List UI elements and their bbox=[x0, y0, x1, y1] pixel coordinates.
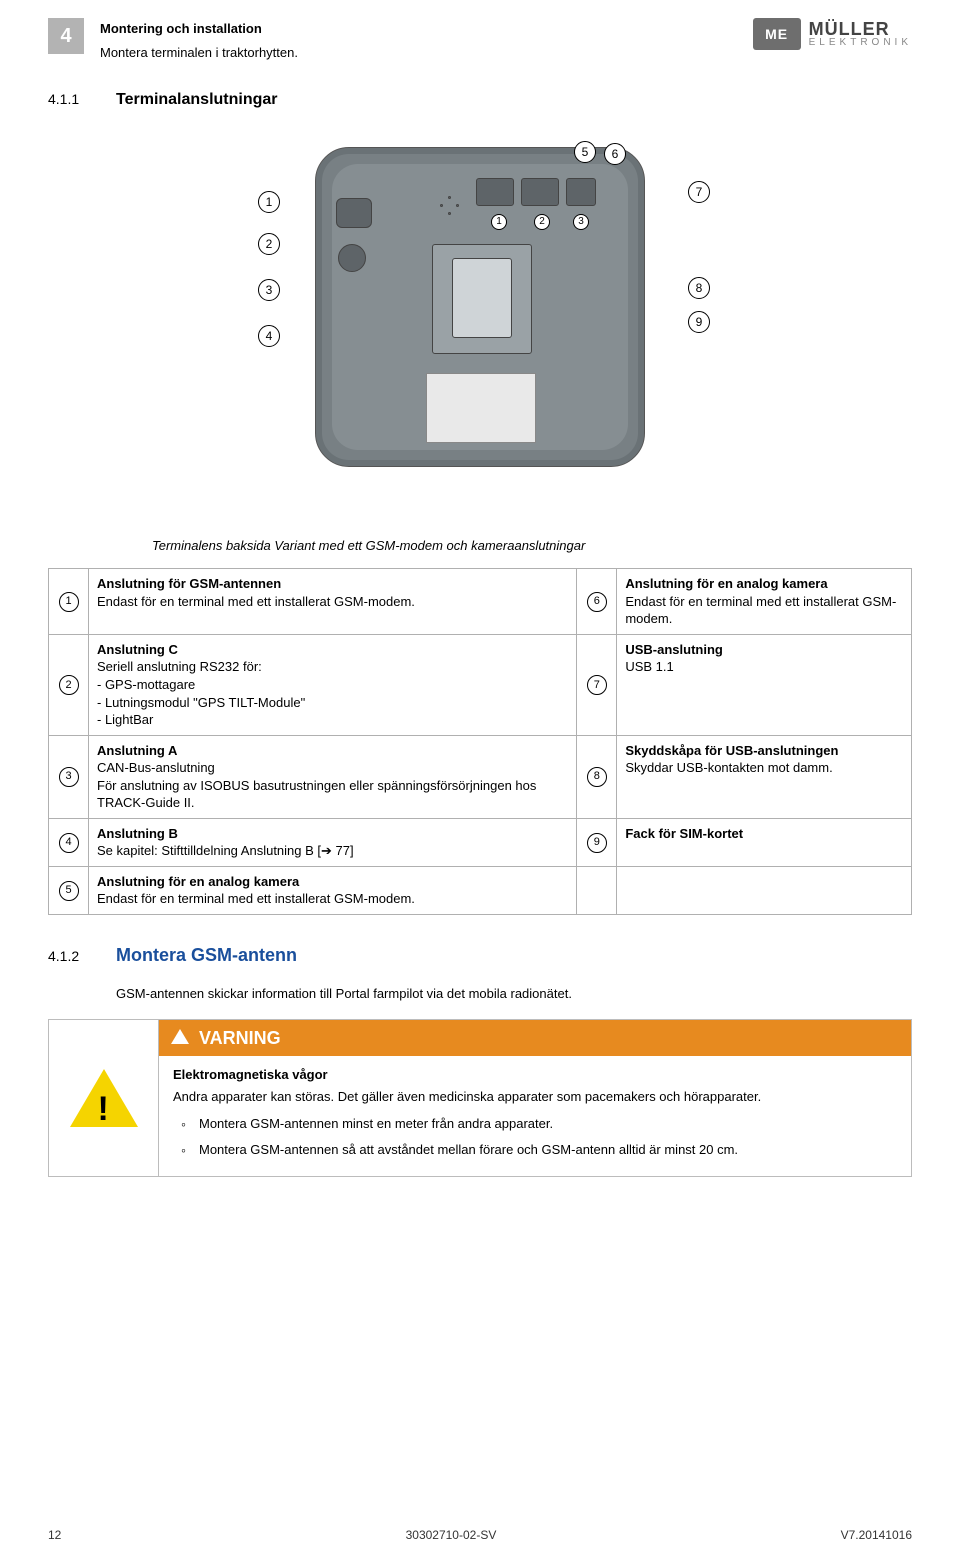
diagram-callout: 4 bbox=[258, 325, 280, 347]
row-title: Anslutning för en analog kamera bbox=[97, 873, 568, 891]
row-number: 4 bbox=[59, 833, 79, 853]
connections-table: 1 Anslutning för GSM-antennen Endast för… bbox=[48, 568, 912, 915]
diagram-callout: 9 bbox=[688, 311, 710, 333]
footer-version: V7.20141016 bbox=[841, 1527, 912, 1543]
row-body: Se kapitel: Stifttilldelning Anslutning … bbox=[97, 842, 568, 860]
warning-mini-icon bbox=[171, 1029, 189, 1044]
device-port-label: 2 bbox=[534, 214, 550, 230]
row-body: Endast för en terminal med ett installer… bbox=[97, 593, 568, 611]
brand-logo: ME MÜLLER ELEKTRONIK bbox=[753, 18, 912, 50]
row-number: 6 bbox=[587, 592, 607, 612]
warning-header: VARNING bbox=[159, 1020, 911, 1056]
warning-bold: Elektromagnetiska vågor bbox=[173, 1066, 897, 1084]
row-title: Skyddskåpa för USB-anslutningen bbox=[625, 742, 903, 760]
row-body: Endast för en terminal med ett installer… bbox=[625, 593, 903, 628]
warning-bullet: Montera GSM-antennen minst en meter från… bbox=[181, 1115, 897, 1133]
row-title: USB-anslutning bbox=[625, 641, 903, 659]
table-row: 4 Anslutning B Se kapitel: Stifttilldeln… bbox=[49, 818, 912, 866]
warning-heading-text: VARNING bbox=[199, 1026, 281, 1050]
diagram-callout: 5 bbox=[574, 141, 596, 163]
device-port-label: 3 bbox=[573, 214, 589, 230]
footer-page: 12 bbox=[48, 1527, 61, 1543]
section-title: Montera GSM-antenn bbox=[116, 943, 297, 967]
logo-brand: MÜLLER bbox=[809, 20, 912, 38]
warning-box: VARNING Elektromagnetiska vågor Andra ap… bbox=[48, 1019, 912, 1177]
row-title: Anslutning A bbox=[97, 742, 568, 760]
header-title: Montering och installation bbox=[100, 20, 298, 38]
logo-box: ME bbox=[753, 18, 801, 50]
row-title: Anslutning B bbox=[97, 825, 568, 843]
section-title: Terminalanslutningar bbox=[116, 89, 278, 111]
row-title: Anslutning för en analog kamera bbox=[625, 575, 903, 593]
diagram-callout: 6 bbox=[604, 143, 626, 165]
row-number: 1 bbox=[59, 592, 79, 612]
page-footer: 12 30302710-02-SV V7.20141016 bbox=[48, 1527, 912, 1543]
diagram-callout: 3 bbox=[258, 279, 280, 301]
row-body: Endast för en terminal med ett installer… bbox=[97, 890, 568, 908]
section-411-heading: 4.1.1 Terminalanslutningar bbox=[48, 89, 912, 111]
section-number: 4.1.1 bbox=[48, 90, 104, 109]
row-number: 8 bbox=[587, 767, 607, 787]
table-row: 2 Anslutning C Seriell anslutning RS232 … bbox=[49, 634, 912, 735]
row-body: Seriell anslutning RS232 för:- GPS-motta… bbox=[97, 658, 568, 728]
row-number: 9 bbox=[587, 833, 607, 853]
row-number: 7 bbox=[587, 675, 607, 695]
header-subtitle: Montera terminalen i traktorhytten. bbox=[100, 44, 298, 62]
device-port-label: 1 bbox=[491, 214, 507, 230]
table-row: 1 Anslutning för GSM-antennen Endast för… bbox=[49, 569, 912, 635]
chapter-badge: 4 bbox=[48, 18, 84, 54]
row-number: 2 bbox=[59, 675, 79, 695]
section-412-heading: 4.1.2 Montera GSM-antenn bbox=[48, 943, 912, 967]
row-title: Fack för SIM-kortet bbox=[625, 825, 903, 843]
diagram-callout: 7 bbox=[688, 181, 710, 203]
row-body: CAN-Bus-anslutningFör anslutning av ISOB… bbox=[97, 759, 568, 812]
section-number: 4.1.2 bbox=[48, 947, 104, 966]
warning-text: Andra apparater kan störas. Det gäller ä… bbox=[173, 1089, 761, 1104]
diagram-caption: Terminalens baksida Variant med ett GSM-… bbox=[152, 537, 912, 555]
table-row: 5 Anslutning för en analog kamera Endast… bbox=[49, 866, 912, 914]
section-412-intro: GSM-antennen skickar information till Po… bbox=[116, 985, 912, 1003]
footer-doc: 30302710-02-SV bbox=[61, 1527, 840, 1543]
warning-triangle-icon bbox=[70, 1069, 138, 1127]
row-body: USB 1.1 bbox=[625, 658, 903, 676]
diagram-callout: 2 bbox=[258, 233, 280, 255]
warning-bullet: Montera GSM-antennen så att avståndet me… bbox=[181, 1141, 897, 1159]
row-body: Skyddar USB-kontakten mot damm. bbox=[625, 759, 903, 777]
terminal-diagram: 1 2 3 1 2 3 4 5 6 7 8 9 bbox=[220, 129, 740, 519]
logo-tagline: ELEKTRONIK bbox=[809, 38, 912, 48]
row-title: Anslutning C bbox=[97, 641, 568, 659]
diagram-callout: 8 bbox=[688, 277, 710, 299]
row-number: 5 bbox=[59, 881, 79, 901]
row-number: 3 bbox=[59, 767, 79, 787]
table-row: 3 Anslutning A CAN-Bus-anslutningFör ans… bbox=[49, 735, 912, 818]
diagram-callout: 1 bbox=[258, 191, 280, 213]
row-title: Anslutning för GSM-antennen bbox=[97, 575, 568, 593]
page-header: 4 Montering och installation Montera ter… bbox=[48, 18, 912, 61]
